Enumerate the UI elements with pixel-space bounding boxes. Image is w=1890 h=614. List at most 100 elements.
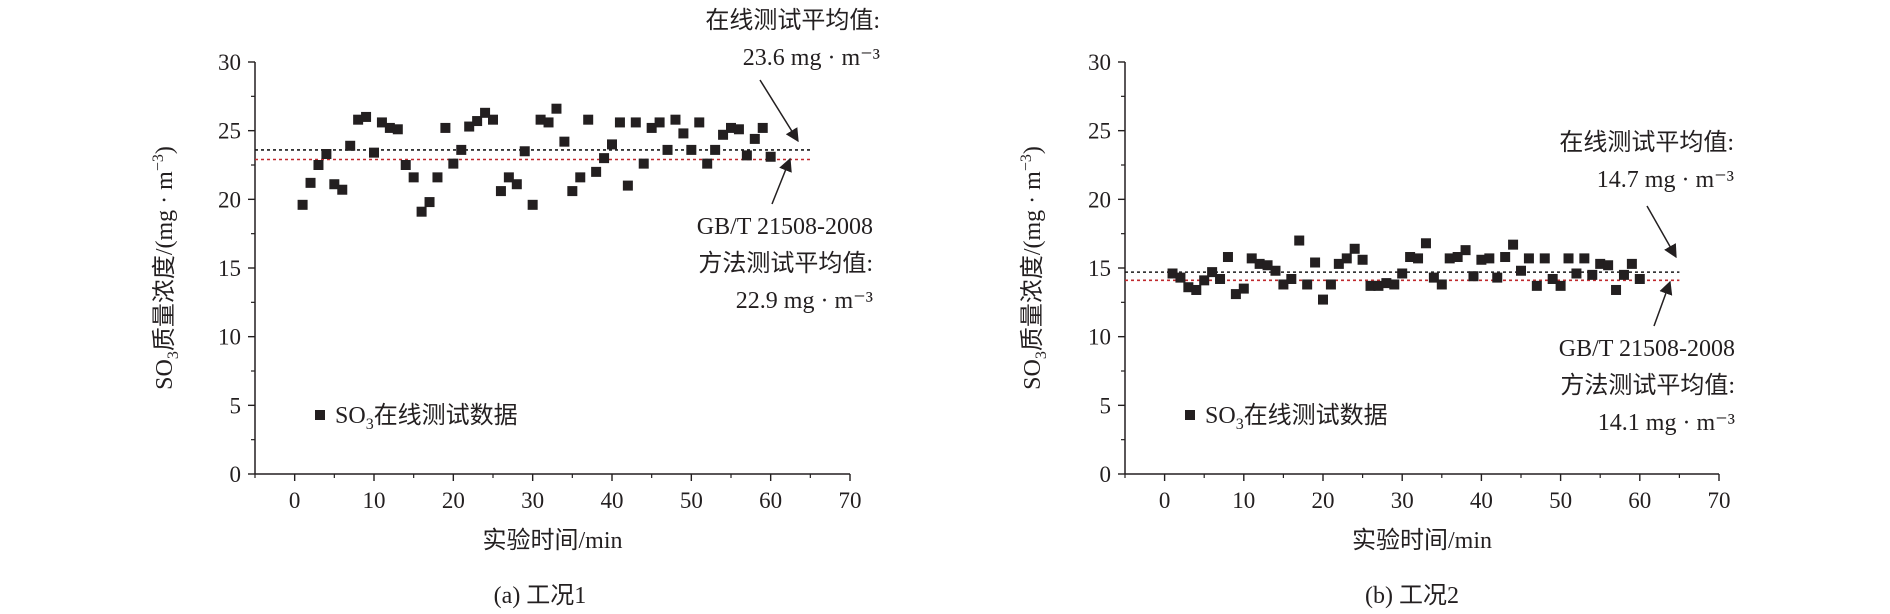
data-point bbox=[488, 114, 498, 125]
x-axis-label: 实验时间/min bbox=[482, 527, 622, 554]
x-tick-label: 20 bbox=[442, 488, 465, 513]
data-point bbox=[733, 124, 744, 135]
data-point bbox=[432, 172, 443, 183]
data-point bbox=[1460, 245, 1471, 256]
data-point bbox=[527, 199, 538, 210]
data-point bbox=[702, 158, 713, 169]
annotation-arrow bbox=[1653, 280, 1673, 327]
online-average-annotation: 在线测试平均值: bbox=[705, 7, 880, 34]
x-tick-label: 0 bbox=[1159, 488, 1171, 513]
data-point bbox=[1531, 280, 1542, 291]
data-point bbox=[1611, 284, 1622, 295]
chart-panel-a: 0 10 20 30 40 50 60 70 0 5 10 15 20 25 30 实验时间/min SO3质量… bbox=[150, 7, 880, 609]
data-point bbox=[1563, 253, 1574, 264]
online-average-annotation: 23.6 mg · m⁻³ bbox=[743, 45, 880, 71]
data-point bbox=[1341, 253, 1352, 264]
y-tick-label: 25 bbox=[218, 119, 241, 144]
data-point bbox=[1310, 257, 1321, 268]
data-point bbox=[749, 133, 760, 144]
panel-caption: (b) 工况2 bbox=[1365, 583, 1459, 609]
data-point bbox=[1555, 280, 1566, 291]
data-point bbox=[369, 147, 379, 158]
data-point bbox=[535, 114, 546, 125]
data-point bbox=[376, 117, 387, 128]
data-point bbox=[1381, 278, 1392, 289]
data-point bbox=[694, 117, 705, 128]
y-tick-label: 15 bbox=[1088, 256, 1111, 281]
data-point bbox=[297, 199, 308, 210]
standard-method-annotation: 22.9 mg · m⁻³ bbox=[736, 288, 873, 314]
y-tick-label: 0 bbox=[230, 462, 242, 487]
y-tick-label: 20 bbox=[1088, 187, 1111, 212]
data-point bbox=[741, 150, 752, 161]
data-point bbox=[1318, 294, 1328, 305]
y-tick-label: 5 bbox=[1100, 393, 1112, 418]
data-point bbox=[1508, 239, 1519, 250]
y-tick-label: 10 bbox=[218, 325, 241, 350]
y-tick-label: 10 bbox=[1088, 325, 1111, 350]
y-tick-label: 30 bbox=[1088, 50, 1111, 75]
data-point bbox=[1428, 272, 1439, 283]
data-point bbox=[607, 139, 617, 150]
x-tick-label: 60 bbox=[1628, 488, 1651, 513]
y-axis-label: SO3质量浓度/(mg · m−3) bbox=[150, 146, 182, 390]
data-point bbox=[424, 197, 435, 208]
data-point bbox=[622, 180, 633, 191]
x-tick-label: 70 bbox=[1708, 488, 1731, 513]
y-tick-label: 25 bbox=[1088, 119, 1111, 144]
data-point bbox=[1389, 279, 1400, 290]
data-point bbox=[1436, 279, 1447, 290]
data-point bbox=[630, 117, 641, 128]
data-point bbox=[464, 121, 475, 132]
data-point bbox=[440, 122, 451, 133]
x-tick-label: 50 bbox=[680, 488, 703, 513]
data-point bbox=[408, 172, 419, 183]
data-point bbox=[638, 158, 649, 169]
data-point bbox=[583, 114, 594, 125]
data-point bbox=[1579, 253, 1590, 264]
x-tick-label: 70 bbox=[839, 488, 862, 513]
legend-label: SO3在线测试数据 bbox=[335, 402, 518, 433]
data-point bbox=[1595, 258, 1606, 269]
x-tick-label: 30 bbox=[521, 488, 544, 513]
data-point bbox=[710, 144, 721, 155]
data-point bbox=[559, 136, 570, 147]
data-point bbox=[1333, 258, 1344, 269]
data-point bbox=[757, 122, 768, 133]
data-point bbox=[678, 128, 689, 139]
data-point bbox=[1413, 253, 1424, 264]
data-point bbox=[1325, 279, 1336, 290]
data-point bbox=[456, 144, 467, 155]
data-point bbox=[662, 144, 673, 155]
data-point bbox=[575, 172, 586, 183]
data-point bbox=[1230, 289, 1241, 300]
standard-method-annotation: 方法测试平均值: bbox=[698, 250, 873, 277]
data-point bbox=[1222, 252, 1233, 263]
data-point bbox=[1238, 283, 1249, 294]
data-point bbox=[1516, 265, 1526, 276]
x-tick-label: 40 bbox=[1470, 488, 1493, 513]
data-point bbox=[1476, 254, 1487, 265]
x-tick-label: 40 bbox=[601, 488, 624, 513]
annotation-arrow bbox=[771, 157, 792, 205]
data-point bbox=[646, 122, 657, 133]
online-average-annotation: 14.7 mg · m⁻³ bbox=[1597, 167, 1734, 193]
data-point bbox=[448, 158, 459, 169]
data-point bbox=[353, 114, 364, 125]
legend-marker bbox=[315, 410, 325, 420]
data-point bbox=[599, 153, 610, 164]
data-point bbox=[305, 177, 316, 188]
data-point bbox=[1492, 272, 1503, 283]
data-point bbox=[1500, 252, 1511, 263]
x-tick-label: 20 bbox=[1312, 488, 1335, 513]
data-point bbox=[1183, 282, 1194, 293]
data-point bbox=[1444, 253, 1455, 264]
data-point bbox=[1539, 253, 1550, 264]
data-point bbox=[1523, 253, 1534, 264]
data-point bbox=[1294, 235, 1305, 246]
data-point bbox=[1262, 260, 1273, 271]
data-point bbox=[670, 114, 681, 125]
data-point bbox=[551, 103, 562, 114]
y-tick-label: 30 bbox=[218, 50, 241, 75]
legend-marker bbox=[1185, 410, 1195, 420]
